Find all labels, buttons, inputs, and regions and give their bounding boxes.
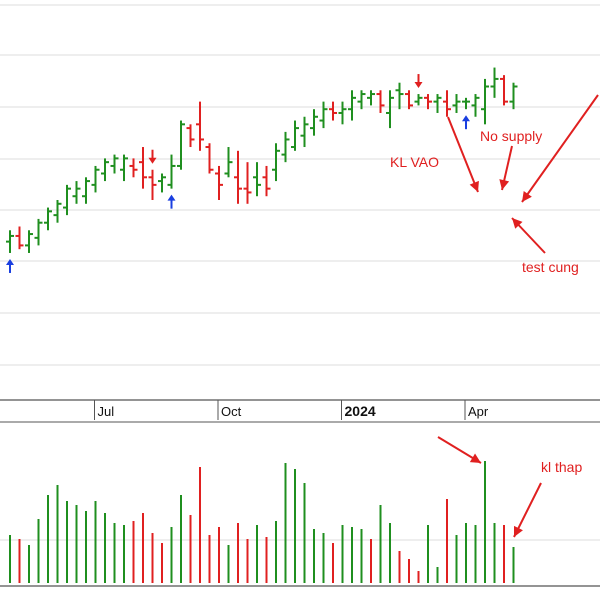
price-bar-47 xyxy=(452,94,461,113)
price-bar-53 xyxy=(509,82,518,110)
price-bar-2 xyxy=(25,230,33,253)
x-tick-label-0: Jul xyxy=(98,404,115,419)
price-bar-50 xyxy=(481,78,489,125)
price-bar-41 xyxy=(395,82,404,110)
price-bar-52 xyxy=(500,75,508,106)
price-bar-30 xyxy=(291,120,299,151)
price-bar-1 xyxy=(15,226,24,250)
price-bar-18 xyxy=(177,120,185,170)
annotation-kl-thap: kl thap xyxy=(541,459,582,475)
price-bar-31 xyxy=(300,116,309,148)
annotation-arrow-no-supply xyxy=(499,145,513,191)
price-bar-34 xyxy=(329,101,337,121)
price-bar-43 xyxy=(414,94,423,106)
price-bar-21 xyxy=(205,143,214,174)
price-bar-33 xyxy=(319,101,328,129)
price-bar-24 xyxy=(234,150,242,204)
price-bar-8 xyxy=(82,177,90,204)
price-bar-29 xyxy=(281,131,290,163)
price-bar-11 xyxy=(110,154,119,174)
price-bar-22 xyxy=(215,165,223,200)
price-bar-48 xyxy=(462,97,470,110)
x-tick-label-2: 2024 xyxy=(345,403,376,419)
price-bar-5 xyxy=(53,200,62,223)
price-bar-16 xyxy=(158,173,166,193)
price-bar-10 xyxy=(101,158,109,182)
price-bar-13 xyxy=(129,158,138,178)
price-bar-46 xyxy=(443,90,451,117)
price-bar-4 xyxy=(44,207,52,231)
price-bar-9 xyxy=(91,165,100,193)
price-bar-20 xyxy=(196,101,204,151)
price-bar-35 xyxy=(338,101,347,125)
price-bar-37 xyxy=(357,90,366,110)
price-bar-27 xyxy=(262,165,271,197)
price-bar-51 xyxy=(490,67,499,98)
price-bar-6 xyxy=(63,184,71,216)
price-bar-0 xyxy=(6,230,14,253)
annotation-arrow-long xyxy=(521,94,599,203)
price-bar-15 xyxy=(148,169,157,200)
signal-arrow-up-2 xyxy=(167,194,176,209)
signal-arrows xyxy=(6,74,470,273)
annotation-arrow-test-cung xyxy=(511,217,546,254)
price-bar-26 xyxy=(253,162,261,197)
price-bar-32 xyxy=(310,109,318,136)
price-bar-25 xyxy=(243,162,252,204)
axes: Jul Oct 2024 Apr xyxy=(0,399,600,587)
signal-arrow-down-1 xyxy=(148,149,157,164)
annotation-test-cung: test cung xyxy=(522,259,579,275)
price-bar-40 xyxy=(386,90,394,129)
price-bar-3 xyxy=(34,218,43,246)
annotation-arrow-kl-thap xyxy=(513,482,542,538)
price-bar-36 xyxy=(348,90,356,121)
price-bar-44 xyxy=(424,94,432,110)
annotations: KL VAO No supply test cung kl thap xyxy=(390,94,599,538)
price-bar-38 xyxy=(367,90,375,106)
annotation-kl-vao: KL VAO xyxy=(390,154,439,170)
price-bar-14 xyxy=(139,147,147,189)
grid xyxy=(0,4,600,541)
annotation-arrow-kl-vao xyxy=(447,116,479,193)
x-tick-label-3: Apr xyxy=(468,404,489,419)
price-bar-42 xyxy=(405,90,413,110)
price-bar-39 xyxy=(376,90,385,113)
price-bar-23 xyxy=(224,147,233,178)
price-bars xyxy=(6,67,518,253)
price-bar-17 xyxy=(167,154,176,189)
price-bar-45 xyxy=(433,94,442,113)
signal-arrow-up-4 xyxy=(462,115,470,130)
signal-arrow-up-0 xyxy=(6,258,14,273)
price-bar-28 xyxy=(272,143,280,182)
signal-arrow-down-3 xyxy=(414,74,423,89)
annotation-arrow-volume-spike xyxy=(437,436,482,464)
price-bar-49 xyxy=(471,94,480,117)
price-bar-19 xyxy=(186,124,195,148)
annotation-no-supply: No supply xyxy=(480,128,542,144)
volume-bars xyxy=(9,461,515,583)
x-tick-label-1: Oct xyxy=(221,404,242,419)
price-bar-7 xyxy=(72,181,81,204)
price-bar-12 xyxy=(120,154,128,182)
